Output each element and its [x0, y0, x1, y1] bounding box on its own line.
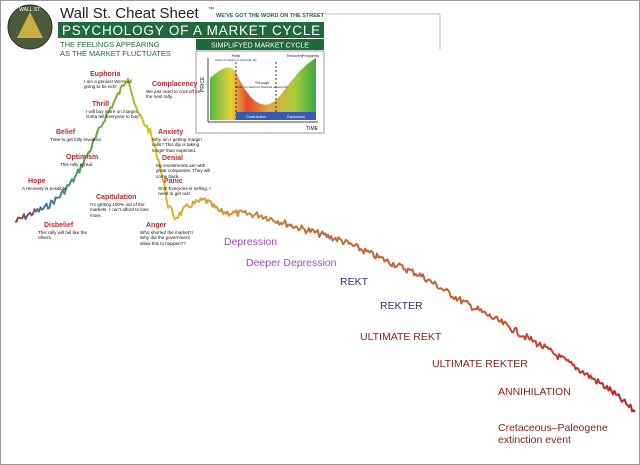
stage-name: Complacency — [152, 81, 198, 88]
inset-band-label — [276, 112, 316, 120]
logo-pyramid — [17, 12, 43, 38]
extension-label: ULTIMATE REKTER — [432, 358, 528, 370]
extension-label: REKT — [340, 276, 369, 288]
stage-name: Euphoria — [90, 71, 121, 78]
stage-text: We just need to cool off for the next ra… — [146, 89, 201, 100]
stage-text: A recovery is possible. — [22, 186, 68, 191]
subtitle-line: THE FEELINGS APPEARING — [60, 40, 160, 49]
brand: Wall St. Cheat Sheet — [60, 5, 200, 22]
extension-label: Cretaceous–Paleogene extinction event — [498, 422, 608, 447]
inset-peak: Peak — [232, 54, 241, 58]
inset-band-label — [236, 112, 276, 120]
price-line — [14, 78, 636, 413]
inset-prosperity: Prosperity — [302, 54, 319, 58]
trademark: ™ — [208, 6, 214, 13]
inset-area — [210, 58, 316, 120]
stage-name: Panic — [164, 178, 183, 185]
stage-name: Capitulation — [96, 194, 137, 201]
extension-label: ULTIMATE REKT — [360, 331, 442, 343]
stage-text: This rally will fail like the others. — [38, 230, 88, 241]
stage-name: Belief — [56, 129, 76, 136]
inset-peak-note: Point of maximum financial risk — [215, 58, 257, 62]
stage-text: I will buy more on margin. Gotta tell ev… — [86, 109, 140, 120]
inset-expansion: Expansion — [287, 115, 305, 119]
extension-label: REKTER — [380, 300, 423, 312]
extension-label: ANNIHILATION — [498, 386, 571, 398]
inset-band — [196, 39, 324, 50]
stage-text: Who shorted the market?! Why did the gov… — [140, 230, 193, 246]
stage-text: My investments are with great companies.… — [156, 163, 211, 179]
stage-name: Optimism — [66, 154, 99, 161]
inset-through-note: Point of maximum financial opportunity — [236, 85, 288, 89]
subtitle-line: AS THE MARKET FLUCTUATES — [60, 49, 171, 58]
inset-title: SIMPLIFYED MARKET CYCLE — [211, 43, 309, 50]
inset-x-label: TIME — [306, 126, 319, 132]
extension-label: Deeper Depression — [246, 257, 337, 269]
title: PSYCHOLOGY OF A MARKET CYCLE — [62, 23, 321, 38]
stage-name: Hope — [28, 178, 46, 185]
inset-y-label: PRICE — [200, 76, 206, 92]
title-band — [58, 22, 324, 38]
extension-label: Depression — [224, 236, 278, 248]
stage-text: Why am I getting margin calls? This dip … — [152, 137, 202, 153]
logo-text: WALL ST. — [19, 7, 41, 13]
stage-name: Disbelief — [44, 222, 74, 229]
stage-text: I am a genius! We're all going to be ric… — [84, 79, 132, 90]
stage-name: Denial — [162, 155, 184, 162]
stage-name: Thrill — [92, 101, 110, 108]
tagline: WE'VE GOT THE WORD ON THE STREET — [216, 13, 325, 19]
stage-text: Time to get fully invested. — [50, 137, 102, 142]
inset-recovery: Recovery — [287, 54, 303, 58]
stage-text: This rally is real. — [60, 162, 94, 167]
stage-name: Anxiety — [158, 129, 184, 136]
stage-name: Anger — [146, 222, 167, 229]
inset-through: Through — [255, 81, 269, 85]
stage-text: Shit! Everyone is selling. I need to get… — [158, 186, 211, 197]
stage-text: I'm getting 100% out of the markets. I c… — [90, 202, 149, 218]
inset-contraction: Contraction — [246, 115, 265, 119]
